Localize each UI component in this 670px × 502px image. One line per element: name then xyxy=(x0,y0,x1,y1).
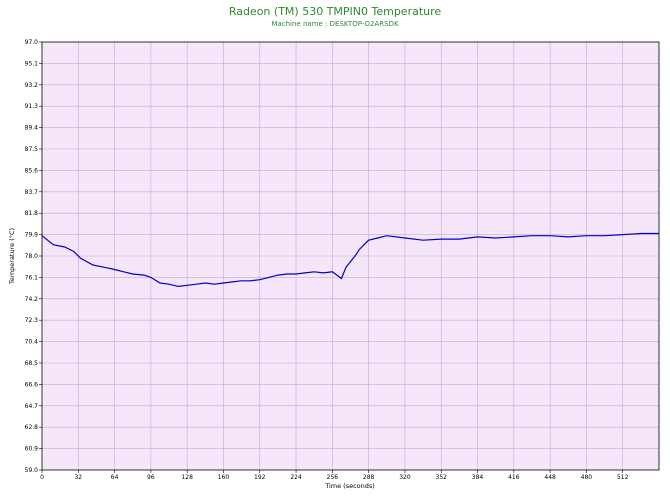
x-tick-label: 160 xyxy=(218,474,230,481)
y-tick-label: 95.1 xyxy=(25,60,39,67)
y-tick-label: 74.2 xyxy=(25,296,39,303)
y-tick-labels: 97.0 95.1 93.2 91.3 89.4 87.5 85.6 83.7 81.8 79.9… xyxy=(25,39,42,474)
y-tick-label: 89.4 xyxy=(25,125,39,132)
series-line xyxy=(41,232,659,288)
x-tick-label: 96 xyxy=(147,474,155,481)
x-tick-label: 352 xyxy=(436,474,448,481)
y-tick-label: 60.9 xyxy=(25,446,39,453)
x-tick-label: 64 xyxy=(111,474,119,481)
y-tick-label: 70.4 xyxy=(25,339,39,346)
y-tick-label: 81.8 xyxy=(25,210,39,217)
x-tick-label: 320 xyxy=(399,474,411,481)
x-tick-label: 448 xyxy=(544,474,556,481)
gridlines xyxy=(42,42,659,470)
y-tick-label: 76.1 xyxy=(25,274,39,281)
y-tick-label: 72.3 xyxy=(25,317,39,324)
x-axis-label: Time (seconds) xyxy=(324,482,375,490)
chart-subtitle: Machine name : DESKTOP-O2ARSDK xyxy=(271,20,399,28)
y-tick-label: 87.5 xyxy=(25,146,39,153)
x-tick-label: 416 xyxy=(508,474,520,481)
x-tick-label: 128 xyxy=(181,474,193,481)
y-tick-label: 79.9 xyxy=(25,232,39,239)
y-tick-label: 93.2 xyxy=(25,82,39,89)
x-tick-label: 480 xyxy=(581,474,593,481)
y-axis-label: Temperature (°C) xyxy=(8,228,16,285)
y-tick-label: 59.0 xyxy=(25,467,39,474)
chart-title: Radeon (TM) 530 TMPIN0 Temperature xyxy=(228,5,442,18)
y-tick-label: 66.6 xyxy=(25,381,39,388)
x-tick-label: 512 xyxy=(617,474,629,481)
y-tick-label: 78.0 xyxy=(25,253,39,260)
series-layer xyxy=(41,232,659,288)
x-tick-label: 224 xyxy=(290,474,302,481)
x-tick-label: 32 xyxy=(74,474,82,481)
x-tick-label: 192 xyxy=(254,474,266,481)
y-tick-label: 83.7 xyxy=(25,189,39,196)
y-tick-label: 97.0 xyxy=(25,39,39,46)
x-tick-label: 256 xyxy=(327,474,339,481)
x-tick-label: 0 xyxy=(40,474,44,481)
x-tick-label: 384 xyxy=(472,474,484,481)
x-tick-labels: 0 32 64 96 128 160 192 224 256 288 320 352 384 416 448… xyxy=(40,470,629,481)
y-tick-label: 62.8 xyxy=(25,424,39,431)
y-tick-label: 91.3 xyxy=(25,103,39,110)
x-tick-label: 288 xyxy=(363,474,375,481)
y-tick-label: 85.6 xyxy=(25,167,39,174)
y-tick-label: 68.5 xyxy=(25,360,39,367)
y-tick-label: 64.7 xyxy=(25,403,39,410)
